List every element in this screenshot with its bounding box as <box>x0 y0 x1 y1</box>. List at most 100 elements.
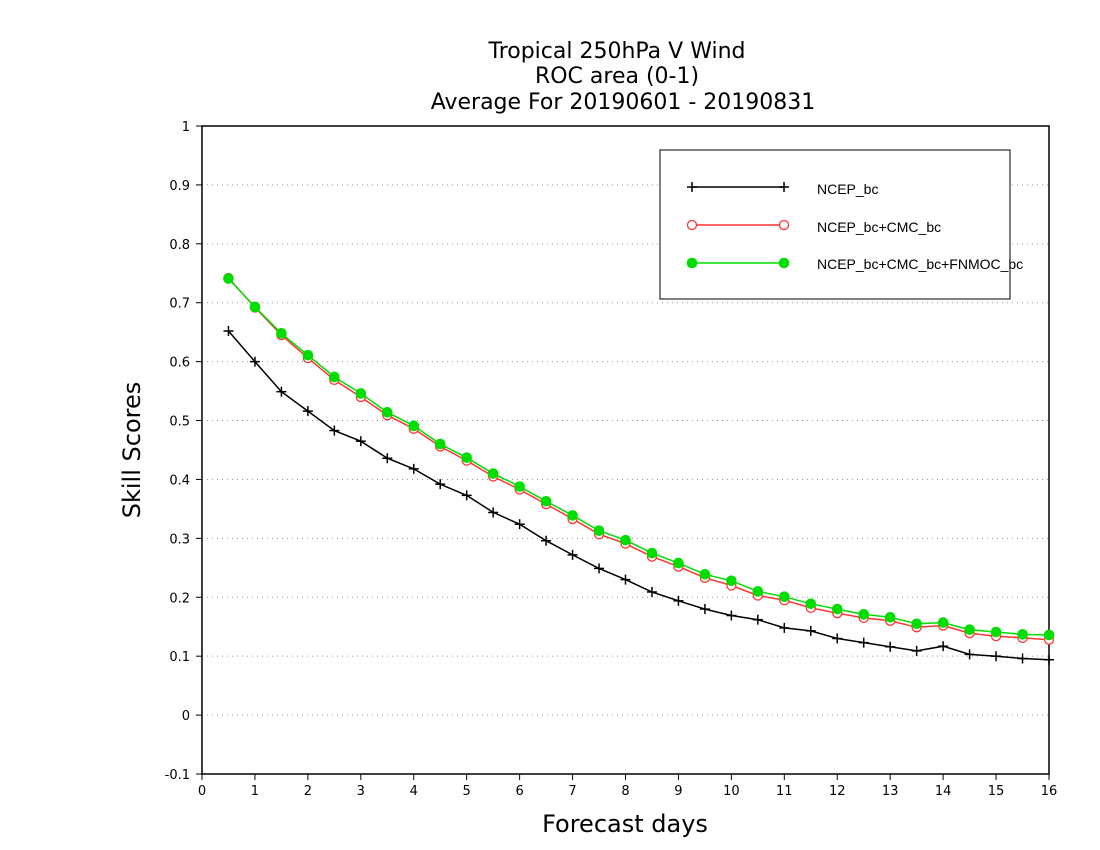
data-point <box>752 586 764 597</box>
title-line-3: Average For 20190601 - 20190831 <box>431 90 816 115</box>
data-point <box>646 586 657 597</box>
data-point <box>435 479 446 490</box>
x-tick-label: 10 <box>723 784 740 799</box>
data-point <box>461 452 472 463</box>
legend: NCEP_bc NCEP_bc+CMC_bc NCEP_bc+CMC_bc+FN… <box>659 149 1023 300</box>
data-point <box>408 420 420 432</box>
data-point <box>276 386 287 397</box>
y-tick-label: 0.7 <box>169 297 190 312</box>
data-point <box>593 525 605 537</box>
data-point <box>355 388 367 399</box>
x-tick-label: 11 <box>776 784 793 799</box>
data-point <box>832 633 843 644</box>
data-point <box>620 534 631 546</box>
x-tick-label: 3 <box>357 784 365 799</box>
legend-samples <box>686 182 790 269</box>
data-point <box>381 406 393 418</box>
data-point <box>911 645 922 656</box>
series-1 <box>223 326 1054 665</box>
x-tick-label: 1 <box>251 784 259 799</box>
data-point <box>646 547 658 559</box>
y-tick-label: -0.1 <box>165 768 190 783</box>
y-tick-label: 0.8 <box>169 238 190 253</box>
title-line-1: Tropical 250hPa V Wind <box>487 39 745 64</box>
data-point <box>911 618 922 630</box>
legend-label-2: NCEP_bc+CMC_bc <box>817 219 941 235</box>
data-point <box>620 574 631 585</box>
data-point <box>223 273 234 284</box>
y-tick-label: 1 <box>182 120 190 135</box>
x-tick-label: 8 <box>621 784 629 799</box>
series-line <box>227 278 1050 636</box>
data-point <box>831 603 843 615</box>
legend-label-3: NCEP_bc+CMC_bc+FNMOC_bc <box>817 256 1023 272</box>
data-point <box>673 595 684 606</box>
data-point <box>540 495 552 507</box>
data-point <box>805 598 817 610</box>
data-point <box>567 549 578 560</box>
data-point <box>805 625 816 636</box>
y-tick-label: 0.4 <box>169 473 190 488</box>
data-point <box>541 535 552 546</box>
data-point <box>249 356 260 367</box>
data-point <box>223 326 234 337</box>
data-point <box>858 637 869 648</box>
data-point <box>699 604 710 615</box>
data-point <box>329 425 340 436</box>
data-point <box>884 612 896 623</box>
y-tick-label: 0.9 <box>169 179 190 194</box>
legend-marker <box>687 182 697 192</box>
data-point <box>302 349 314 361</box>
x-tick-label: 9 <box>674 784 682 799</box>
x-tick-label: 16 <box>1041 784 1058 799</box>
x-tick-label: 5 <box>463 784 471 799</box>
data-point <box>594 563 605 574</box>
data-point <box>726 610 737 621</box>
x-tick-label: 7 <box>568 784 576 799</box>
data-point <box>567 510 578 521</box>
data-point <box>355 436 366 447</box>
legend-marker <box>778 219 790 231</box>
data-point <box>1043 629 1055 641</box>
data-point <box>726 575 737 587</box>
data-point <box>302 406 313 417</box>
y-tick-label: 0.3 <box>169 532 190 547</box>
x-tick-label: 4 <box>410 784 418 799</box>
x-tick-label: 15 <box>988 784 1005 799</box>
data-point <box>779 622 790 633</box>
data-point <box>964 649 975 660</box>
legend-marker <box>779 182 789 192</box>
data-point <box>329 371 340 383</box>
y-axis-title: Skill Scores <box>118 382 146 519</box>
y-tick-label: 0.1 <box>169 650 190 665</box>
data-point <box>885 641 896 652</box>
title-line-2: ROC area (0-1) <box>535 64 699 89</box>
data-point <box>487 468 499 479</box>
x-tick-label: 13 <box>882 784 899 799</box>
data-point <box>408 463 419 474</box>
data-point <box>514 481 525 492</box>
data-point <box>249 301 261 313</box>
x-tick-label: 2 <box>304 784 312 799</box>
data-point <box>382 453 393 464</box>
y-tick-label: 0.6 <box>169 356 190 371</box>
x-axis-title: Forecast days <box>542 810 708 838</box>
series-line <box>227 330 1050 661</box>
y-tick-label: 0 <box>182 709 190 724</box>
data-point <box>699 568 711 580</box>
data-point <box>673 557 684 569</box>
data-point <box>1017 629 1028 640</box>
data-point <box>990 626 1002 638</box>
x-tick-label: 6 <box>515 784 523 799</box>
legend-marker <box>686 257 698 269</box>
data-point <box>779 591 790 602</box>
data-point <box>752 614 763 625</box>
axis-ticks: -0.100.10.20.30.40.50.60.70.80.910 1 2 3 4 5 6… <box>165 120 1058 799</box>
x-tick-label: 0 <box>198 784 206 799</box>
series-2 <box>223 272 1055 645</box>
data-point <box>1044 654 1054 665</box>
series-3 <box>223 273 1055 641</box>
data-point <box>991 651 1002 662</box>
data-point <box>276 328 287 339</box>
